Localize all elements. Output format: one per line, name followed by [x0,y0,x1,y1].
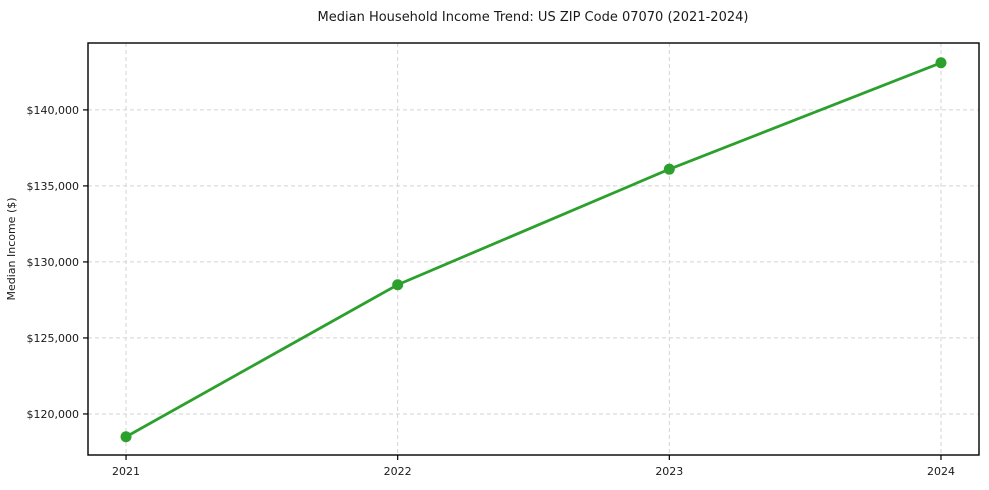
data-point-2021 [120,431,132,443]
x-tick-label: 2022 [384,465,412,478]
y-tick-label: $125,000 [27,332,80,345]
data-point-2023 [663,163,675,175]
y-tick-label: $135,000 [27,180,80,193]
chart-title: Median Household Income Trend: US ZIP Co… [318,10,749,25]
y-tick-label: $140,000 [27,104,80,117]
y-tick-label: $130,000 [27,256,80,269]
x-tick-label: 2021 [112,465,140,478]
x-tick-label: 2023 [655,465,683,478]
data-point-2024 [935,57,947,69]
plot-border [87,42,980,456]
y-axis-label: Median Income ($) [5,197,18,300]
trend-line [124,61,943,439]
data-point-2022 [392,279,404,291]
y-tick-label: $120,000 [27,408,80,421]
x-tick-label: 2024 [927,465,955,478]
